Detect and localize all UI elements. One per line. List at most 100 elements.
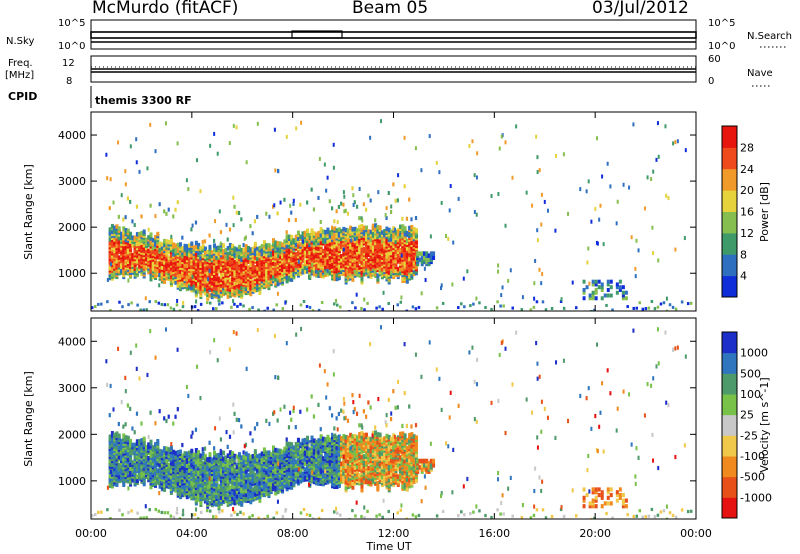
power-cell: [352, 193, 355, 198]
power-cell: [360, 223, 364, 229]
power-cell: [351, 301, 354, 305]
power-cell: [151, 245, 155, 251]
power-cell: [362, 246, 366, 252]
power-cell: [535, 300, 539, 304]
power-cell: [201, 244, 205, 249]
power-cell: [378, 305, 381, 309]
power-cell: [452, 240, 455, 245]
power-cell: [253, 268, 257, 274]
power-cell: [358, 234, 362, 239]
power-cell: [258, 265, 262, 270]
power-cell: [172, 248, 176, 253]
power-cell: [208, 293, 212, 298]
power-cell: [129, 199, 132, 204]
velocity-cell: [233, 467, 237, 473]
power-cell: [306, 200, 309, 205]
power-cell: [340, 201, 343, 206]
power-cell: [387, 270, 391, 275]
power-cell: [190, 264, 194, 270]
power-cell: [330, 245, 334, 250]
power-cell: [139, 308, 142, 311]
power-cell: [279, 200, 282, 205]
power-cell: [594, 290, 598, 295]
power-cell: [176, 141, 179, 146]
power-cell: [496, 300, 499, 304]
power-cell: [585, 189, 588, 194]
power-cell: [655, 157, 658, 162]
velocity-cell: [197, 497, 201, 502]
power-cell: [135, 232, 139, 237]
power-cell: [251, 279, 255, 285]
power-cell: [478, 301, 481, 305]
power-cell: [192, 284, 196, 289]
power-cell: [507, 278, 510, 283]
power-cell: [595, 136, 598, 141]
power-cell: [632, 122, 635, 127]
power-cell: [201, 265, 205, 270]
power-cell: [299, 202, 302, 207]
power-cell: [242, 243, 245, 248]
velocity-cell: [131, 442, 135, 448]
power-cell: [235, 274, 239, 279]
power-cell: [371, 241, 375, 246]
power-cell: [299, 303, 303, 307]
power-cell: [237, 260, 241, 265]
velocity-cell: [149, 410, 152, 415]
power-cell: [208, 275, 212, 281]
power-cell: [233, 204, 236, 209]
power-cell: [271, 249, 275, 255]
power-cell: [500, 293, 503, 298]
power-cell: [358, 186, 361, 191]
power-cell: [240, 267, 244, 272]
velocity-cell: [222, 462, 226, 468]
power-cell: [350, 238, 353, 243]
power-cell: [531, 203, 534, 208]
power-cell: [210, 250, 214, 255]
power-cell: [209, 143, 212, 148]
velocity-cell: [178, 476, 182, 482]
velocity-cell: [199, 469, 203, 474]
velocity-cell: [224, 455, 228, 461]
velocity-cell: [115, 466, 119, 472]
power-cell: [285, 134, 288, 139]
power-cell: [365, 207, 368, 212]
power-cell: [468, 143, 471, 148]
power-cell: [144, 296, 147, 301]
power-cell: [457, 196, 460, 201]
power-cell: [235, 257, 239, 262]
velocity-cell: [135, 411, 139, 416]
power-cell: [219, 273, 223, 279]
power-cell: [276, 291, 279, 296]
power-cell: [308, 305, 312, 309]
velocity-cell: [247, 494, 251, 500]
power-cell: [475, 175, 478, 180]
power-cell: [310, 228, 314, 233]
beam-title: Beam 05: [352, 0, 429, 18]
power-cell: [208, 279, 212, 285]
power-cell: [621, 285, 625, 290]
power-cell: [274, 168, 277, 173]
power-cell: [249, 247, 253, 252]
power-cell: [380, 230, 384, 235]
power-cell: [144, 249, 148, 254]
power-cell: [273, 127, 276, 132]
power-cell: [113, 246, 117, 252]
power-cell: [534, 258, 537, 263]
power-cell: [593, 308, 596, 311]
power-cell: [219, 230, 223, 235]
power-cell: [385, 257, 389, 263]
power-cell: [498, 146, 501, 151]
power-cell: [292, 201, 295, 206]
velocity-cell: [219, 469, 223, 475]
power-cell: [399, 224, 403, 230]
power-cell: [135, 266, 139, 272]
power-cell: [239, 302, 242, 306]
velocity-cell: [147, 455, 151, 461]
power-cell: [600, 282, 604, 287]
velocity-cell: [237, 458, 241, 463]
power-cell: [295, 126, 298, 131]
velocity-cell: [228, 450, 232, 455]
power-cell: [324, 261, 327, 266]
power-cell: [172, 279, 176, 284]
velocity-cell: [165, 446, 169, 452]
